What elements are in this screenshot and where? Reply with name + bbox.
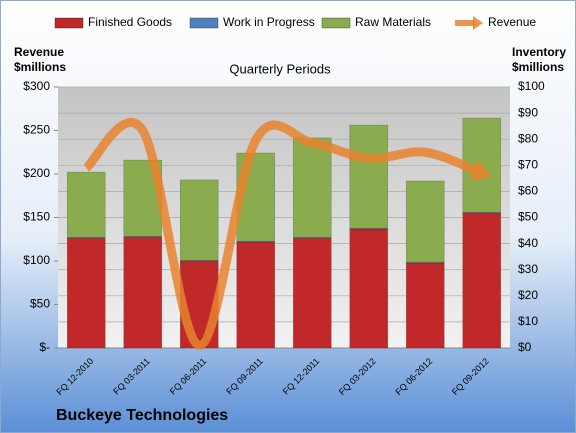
y2-tick-label: $50	[518, 210, 538, 224]
legend-label: Revenue	[488, 15, 536, 29]
y2-tick-label: $100	[518, 79, 545, 93]
bar	[349, 124, 389, 229]
y2-tick-label: $20	[518, 288, 538, 302]
y-tick-label: $300	[23, 79, 50, 93]
bar	[236, 241, 276, 349]
legend-label: Work in Progress	[223, 15, 315, 29]
y2-tick-label: $40	[518, 236, 538, 250]
y2-axis-title: Inventory $millions	[512, 45, 567, 74]
bar	[123, 236, 163, 349]
y2-tick-label: $0	[518, 340, 532, 354]
y2-tick-label: $30	[518, 262, 538, 276]
bar	[66, 171, 106, 238]
bar	[123, 235, 163, 238]
y-tick-label: $200	[23, 166, 50, 180]
legend-swatch	[54, 17, 84, 29]
y2-tick-label: $80	[518, 131, 538, 145]
y-axis-title: Revenue $millions	[14, 45, 67, 74]
line	[83, 118, 484, 350]
chart-title: Buckeye Technologies	[56, 407, 228, 424]
y-tick-label: $-	[39, 340, 50, 354]
legend-label: Finished Goods	[88, 15, 172, 29]
line-arrowhead	[470, 159, 492, 182]
y-tick-label: $100	[23, 253, 50, 267]
subtitle: Quarterly Periods	[229, 61, 331, 76]
legend-arrow	[473, 16, 483, 30]
y2-tick-label: $10	[518, 314, 538, 328]
bar	[462, 212, 502, 349]
y2-tick-label: $90	[518, 105, 538, 119]
bar	[349, 228, 389, 349]
bar	[292, 137, 332, 238]
legend-label: Raw Materials	[355, 15, 431, 29]
bar	[405, 262, 445, 349]
y2-tick-label: $70	[518, 157, 538, 171]
bar	[179, 179, 219, 261]
bar	[292, 237, 332, 349]
bar	[66, 237, 106, 349]
legend-swatch	[189, 17, 219, 29]
y2-tick-label: $60	[518, 184, 538, 198]
y-tick-label: $150	[23, 210, 50, 224]
bar	[405, 180, 445, 263]
y-tick-label: $250	[23, 123, 50, 137]
legend-swatch	[321, 17, 351, 29]
y-tick-label: $50	[30, 297, 50, 311]
